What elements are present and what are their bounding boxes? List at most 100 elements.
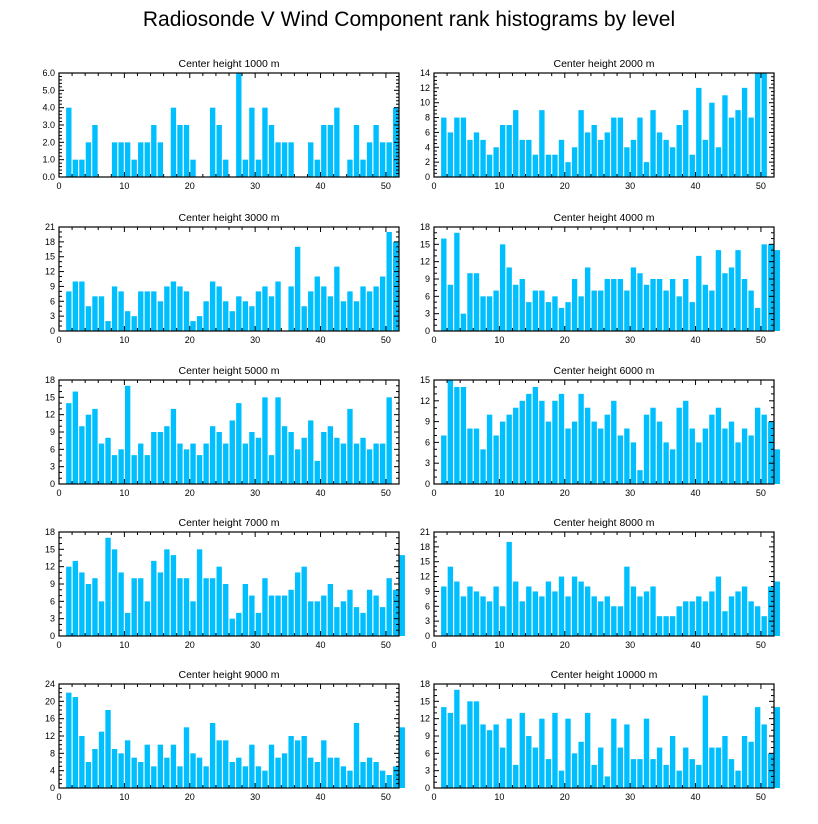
histogram-bar: [209, 426, 216, 484]
histogram-bar: [715, 747, 722, 788]
histogram-bar: [519, 139, 525, 177]
y-tick-label: 0: [50, 479, 55, 489]
histogram-bar: [118, 142, 124, 177]
histogram-bar: [702, 601, 709, 636]
histogram-bar: [138, 443, 144, 484]
histogram-bar: [715, 407, 722, 484]
histogram-bar: [79, 736, 85, 788]
x-tick-label: 20: [185, 181, 195, 191]
x-tick-label: 40: [691, 488, 701, 498]
histogram-bar: [144, 291, 150, 331]
histogram-bar: [275, 757, 281, 788]
histogram-bar: [118, 449, 124, 484]
y-tick-label: 6: [425, 291, 430, 301]
histogram-bar: [236, 73, 242, 177]
histogram-bar: [386, 775, 392, 788]
histogram-bar: [696, 442, 702, 484]
histogram-bar: [728, 267, 735, 331]
histogram-bar: [321, 740, 327, 788]
histogram-bar: [92, 296, 98, 331]
histogram-bar: [157, 142, 164, 177]
panel-title: Center height 7000 m: [179, 517, 280, 529]
histogram-bar: [386, 231, 392, 331]
histogram-bar: [748, 290, 754, 331]
histogram-bar: [676, 606, 682, 636]
y-tick-label: 2.0: [42, 137, 55, 147]
histogram-bar: [683, 747, 689, 788]
histogram-bar: [379, 443, 386, 484]
histogram-bar: [460, 313, 467, 331]
histogram-bar: [92, 578, 98, 636]
y-tick-label: 0: [425, 326, 430, 336]
histogram-bar: [578, 296, 584, 331]
histogram-bar: [111, 749, 118, 788]
histogram-bar: [353, 443, 360, 484]
panel-title: Center height 9000 m: [179, 669, 280, 681]
histogram-bar: [379, 607, 386, 636]
y-tick-label: 18: [420, 542, 430, 552]
y-tick-label: 24: [45, 679, 55, 689]
histogram-bar: [473, 428, 480, 484]
histogram-bar: [519, 400, 525, 484]
histogram-bar: [545, 581, 552, 636]
x-tick-label: 0: [56, 488, 61, 498]
histogram-bar: [545, 302, 552, 331]
histogram-bar: [493, 586, 499, 636]
histogram-bar: [105, 537, 111, 636]
histogram-bar: [105, 710, 111, 788]
y-tick-label: 9: [425, 586, 430, 596]
histogram-bar: [493, 435, 499, 484]
x-tick-label: 0: [431, 488, 436, 498]
histogram-bar: [722, 611, 728, 636]
histogram-bar: [689, 154, 695, 177]
histogram-bar: [709, 414, 715, 484]
histogram-bar: [203, 301, 209, 331]
histogram-bar: [124, 612, 131, 636]
histogram-bar: [92, 408, 98, 484]
y-tick-label: 6.0: [42, 68, 55, 78]
histogram-bar: [242, 443, 249, 484]
histogram-bar: [216, 740, 222, 788]
x-tick-label: 40: [691, 792, 701, 802]
x-tick-label: 10: [494, 640, 504, 650]
histogram-bar: [294, 246, 301, 331]
histogram-bar: [526, 586, 532, 636]
histogram-bar: [526, 302, 532, 331]
histogram-bar: [689, 302, 695, 331]
histogram-bar: [696, 764, 702, 788]
histogram-panel: Center height 6000 m 0 10 20 30 40 50 0 3 6 9 12 15: [420, 365, 780, 498]
histogram-bar: [347, 770, 353, 788]
histogram-bar: [268, 455, 275, 484]
histogram-bar: [223, 740, 229, 788]
histogram-bar: [79, 281, 85, 331]
histogram-bar: [98, 731, 105, 788]
y-tick-label: 9: [425, 731, 430, 741]
histogram-bar: [85, 584, 92, 636]
histogram-bar: [768, 244, 774, 331]
x-tick-label: 30: [250, 792, 260, 802]
y-tick-label: 3: [50, 311, 55, 321]
y-tick-label: 0: [425, 479, 430, 489]
histogram-bar: [66, 692, 72, 788]
histogram-bar: [131, 757, 137, 788]
histogram-bar: [216, 566, 222, 636]
histogram-bar: [643, 414, 650, 484]
histogram-bar: [571, 576, 578, 636]
panel-title: Center height 10000 m: [551, 669, 658, 681]
y-tick-label: 15: [45, 392, 55, 402]
panel-title: Center height 6000 m: [554, 365, 655, 377]
histogram-bar: [689, 428, 695, 484]
histogram-bar: [656, 747, 663, 788]
x-tick-label: 50: [756, 792, 766, 802]
panel-title: Center height 2000 m: [554, 58, 655, 70]
histogram-bar: [676, 407, 682, 484]
histogram-bar: [722, 736, 728, 788]
histogram-bar: [486, 154, 493, 177]
histogram-bar: [611, 279, 617, 331]
x-tick-label: 10: [119, 335, 129, 345]
histogram-bar: [157, 572, 164, 636]
histogram-bar: [630, 267, 637, 331]
histogram-bar: [144, 601, 150, 636]
x-tick-label: 50: [756, 335, 766, 345]
histogram-bar: [144, 142, 150, 177]
